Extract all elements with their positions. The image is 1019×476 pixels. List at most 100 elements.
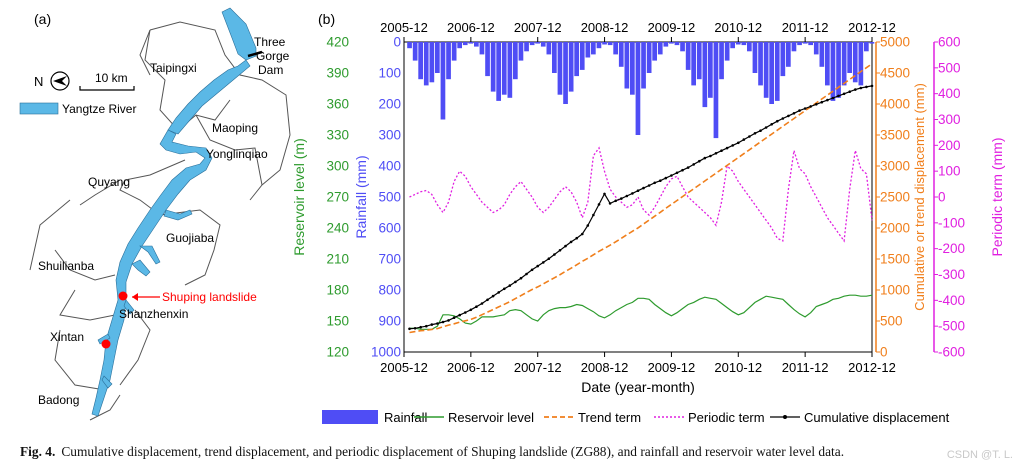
rainfall-bar xyxy=(819,42,825,67)
cumulative-point xyxy=(430,323,434,326)
rainfall-tick-label: 700 xyxy=(378,252,401,267)
periodic-tick-label: 100 xyxy=(938,164,961,179)
cumulative-point xyxy=(592,213,595,217)
river-legend-label: Yangtze River xyxy=(62,102,136,116)
rainfall-bar xyxy=(546,42,552,55)
map-north-arrow: N xyxy=(34,71,70,91)
rainfall-tick-label: 1000 xyxy=(371,345,401,360)
place-taipingxi: Taipingxi xyxy=(150,61,197,75)
x-tick-label: 2009-12 xyxy=(648,360,696,375)
legend-rainfall: Rainfall xyxy=(384,410,427,425)
cumulative-point xyxy=(436,322,439,325)
reservoir-tick-label: 420 xyxy=(326,35,349,50)
x-tick-label: 2005-12 xyxy=(380,360,428,375)
caption-text: Cumulative displacement, trend displacem… xyxy=(61,444,845,459)
cumulative-point xyxy=(620,197,623,200)
rainfall-bar xyxy=(864,42,869,52)
rainfall-bar xyxy=(769,42,774,104)
periodic-tick-label: 200 xyxy=(938,138,961,153)
cumulative-point xyxy=(703,156,707,160)
rainfall-bar xyxy=(540,42,546,47)
shuping-landslide-marker xyxy=(118,291,128,301)
cumulative-point xyxy=(870,84,874,88)
rainfall-bar xyxy=(524,42,529,52)
rainfall-bar xyxy=(624,42,630,89)
cumulative-point xyxy=(653,181,656,185)
periodic-tick-label: 400 xyxy=(938,86,961,101)
rainfall-bar xyxy=(596,42,602,49)
rainfall-bar xyxy=(579,42,585,70)
cumulative-point xyxy=(820,100,824,104)
cumulative-point xyxy=(742,138,746,141)
place-xintan: Xintan xyxy=(50,330,84,344)
legend-cumulative: Cumulative displacement xyxy=(804,410,950,425)
cumulative-point xyxy=(586,224,590,227)
reservoir-tick-label: 270 xyxy=(326,190,349,205)
cumulative-point xyxy=(647,184,651,187)
x-top-tick-label: 2008-12 xyxy=(581,20,629,35)
north-arrow-icon xyxy=(53,76,67,86)
reservoir-tick-label: 360 xyxy=(326,97,349,112)
map-boundaries xyxy=(29,21,291,421)
rainfall-bar xyxy=(786,42,791,67)
cumulative-point xyxy=(525,272,528,276)
chart-legend: Rainfall Reservoir level Trend term Peri… xyxy=(322,410,950,425)
rainfall-bar xyxy=(841,42,847,86)
cumulative-point xyxy=(625,194,629,198)
place-dam-line1: Three xyxy=(254,35,286,49)
cumulative-point xyxy=(631,192,634,195)
landslide-pointer-arrow-icon xyxy=(132,293,138,301)
x-axis-title: Date (year-month) xyxy=(581,379,695,395)
rainfall-tick-label: 500 xyxy=(378,190,401,205)
rainfall-bar xyxy=(685,42,691,70)
place-maoping: Maoping xyxy=(212,121,258,135)
cumulative-point xyxy=(419,325,423,329)
periodic-axis-title: Periodic term (mm) xyxy=(989,137,1005,256)
rainfall-tick-label: 200 xyxy=(378,97,401,112)
chart-panel-label: (b) xyxy=(318,11,335,27)
cumulative-point xyxy=(480,302,484,305)
cumulative-point xyxy=(530,268,534,272)
place-quyang: Quyang xyxy=(88,175,130,189)
cumulative-point xyxy=(614,199,617,203)
displacement-tick-label: 3500 xyxy=(880,128,910,143)
place-dam-line3: Dam xyxy=(258,63,283,77)
reservoir-tick-label: 330 xyxy=(326,128,349,143)
rainfall-bar xyxy=(836,42,841,98)
cumulative-point xyxy=(826,98,829,102)
displacement-tick-label: 3000 xyxy=(880,159,910,174)
rainfall-bar xyxy=(735,42,741,45)
cumulative-point xyxy=(441,320,445,324)
rainfall-bar xyxy=(847,42,852,73)
reservoir-tick-label: 210 xyxy=(326,252,349,267)
cumulative-point xyxy=(859,86,863,90)
periodic-tick-label: 0 xyxy=(938,190,946,205)
cumulative-point xyxy=(659,179,662,182)
cumulative-point xyxy=(764,126,768,129)
chart-axes: 2005-12 2005-12 2006-12 2006-12 2007-12 2007-… xyxy=(326,20,965,375)
rainfall-bar xyxy=(507,42,513,98)
cumulative-point xyxy=(413,327,417,330)
cumulative-point xyxy=(575,236,578,240)
rainfall-bar xyxy=(813,42,819,55)
reservoir-level-line xyxy=(409,294,873,330)
cumulative-point xyxy=(759,129,762,132)
displacement-tick-label: 1000 xyxy=(880,283,910,298)
rainfall-tick-label: 100 xyxy=(378,66,401,81)
cumulative-point xyxy=(714,152,718,155)
periodic-tick-label: -200 xyxy=(938,241,965,256)
cumulative-point xyxy=(547,257,551,261)
rainfall-bar xyxy=(574,42,579,77)
place-guojiaba: Guojiaba xyxy=(166,231,214,245)
rainfall-bar xyxy=(496,42,501,101)
x-tick-label: 2012-12 xyxy=(848,360,896,375)
cumulative-point xyxy=(787,114,790,118)
displacement-tick-label: 2000 xyxy=(880,221,910,236)
periodic-tick-label: -300 xyxy=(938,267,965,282)
x-top-tick-label: 2006-12 xyxy=(447,20,495,35)
rainfall-bar xyxy=(457,42,462,49)
cumulative-point xyxy=(664,176,668,180)
cumulative-point xyxy=(803,107,807,110)
rainfall-bar xyxy=(747,42,752,52)
rainfall-bar xyxy=(501,42,507,95)
